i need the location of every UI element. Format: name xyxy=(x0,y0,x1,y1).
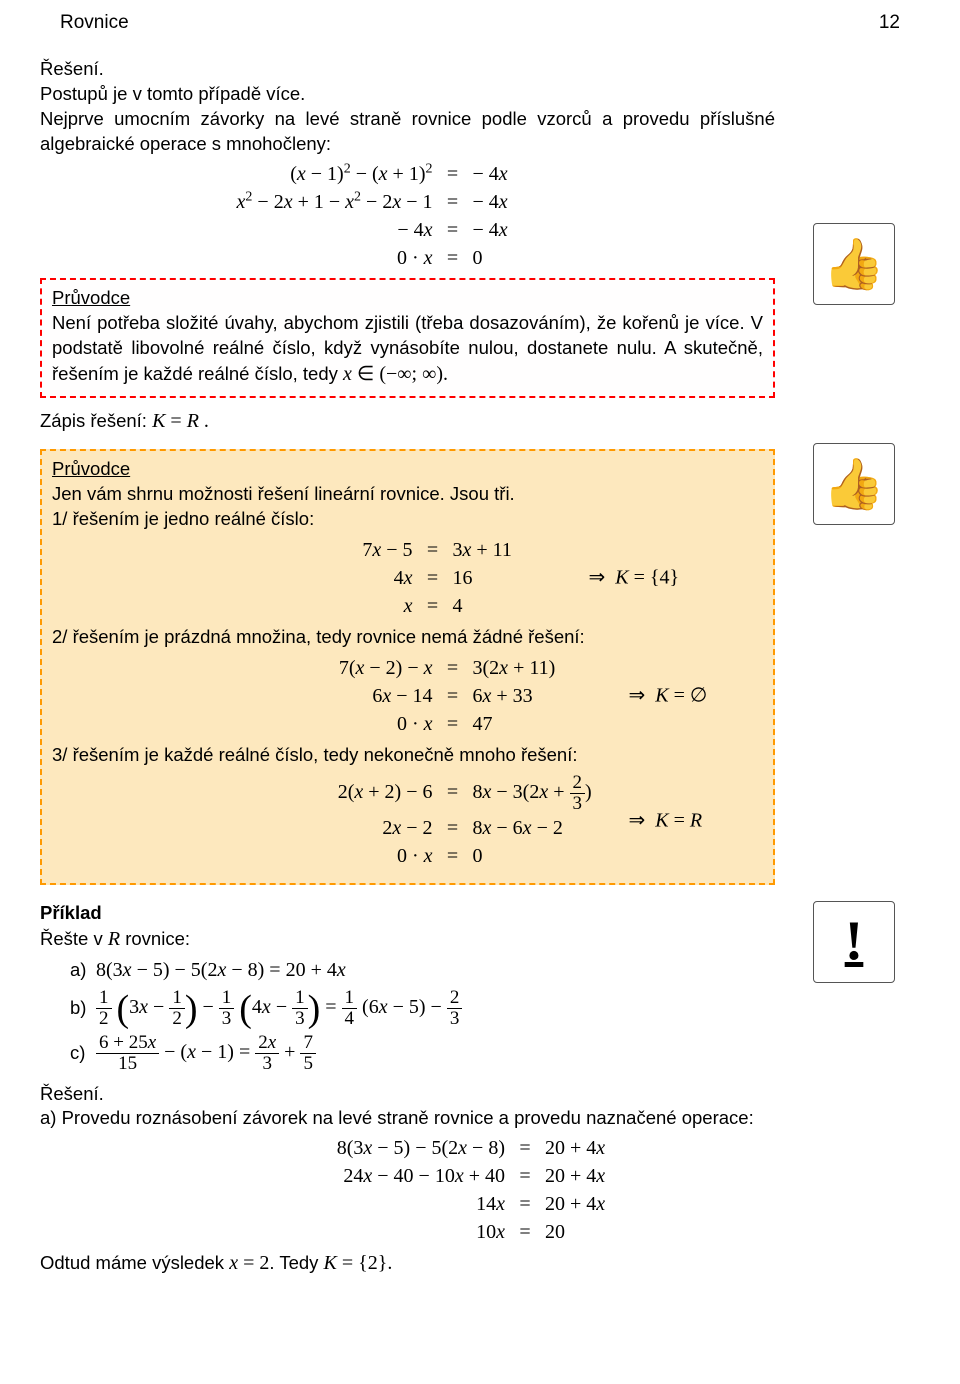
r2-eq-4l: 10x xyxy=(245,1219,513,1246)
s1-eq-2r: − 4x xyxy=(465,189,643,216)
g2e3-1l: 2(x + 2) − 6 xyxy=(203,779,441,806)
guide2-title: Průvodce xyxy=(52,458,130,479)
zapis-reseni: Zápis řešení: K = R . xyxy=(40,408,775,435)
header-page: 12 xyxy=(879,10,900,36)
priklad-a: a) 8(3x − 5) − 5(2x − 8) = 20 + 4x xyxy=(70,957,775,984)
s1-eq-3r: − 4x xyxy=(465,217,643,244)
r2-eq-3r: 20 + 4x xyxy=(537,1191,715,1218)
r2-eq-2r: 20 + 4x xyxy=(537,1163,715,1190)
guide2-case2: 2/ řešením je prázdná množina, tedy rovn… xyxy=(52,626,585,647)
exclamation-icon xyxy=(813,901,895,983)
s1-eq-4r: 0 xyxy=(465,245,643,272)
g2e3-2r: 8x − 6x − 2 xyxy=(465,815,613,842)
r2-eq-3l: 14x xyxy=(245,1191,513,1218)
g2e1-2r: 16 xyxy=(445,565,573,592)
guide2-intro: Jen vám shrnu možnosti řešení lineární r… xyxy=(52,483,515,504)
g2-impl1: ⇒ K = {4} xyxy=(589,565,680,592)
reseni2-p: a) Provedu roznásobení závorek na levé s… xyxy=(40,1107,754,1128)
guide1-title: Průvodce xyxy=(52,287,130,308)
s1-p2: Nejprve umocním závorky na levé straně r… xyxy=(40,108,775,154)
thumbs-up-icon xyxy=(813,443,895,525)
r2-eq-2l: 24x − 40 − 10x + 40 xyxy=(245,1163,513,1190)
r2-eq-1l: 8(3x − 5) − 5(2x − 8) xyxy=(245,1135,513,1162)
s1-eq-1l: (x − 1)2 − (x + 1)2 xyxy=(173,161,441,188)
g2e2-3l: 0 · x xyxy=(203,711,441,738)
g2-impl2: ⇒ K = ∅ xyxy=(629,683,708,710)
guide2-case3: 3/ řešením je každé reálné číslo, tedy n… xyxy=(52,744,578,765)
zapis-text: Zápis řešení: xyxy=(40,410,152,431)
s1-eq-2l: x2 − 2x + 1 − x2 − 2x − 1 xyxy=(173,189,441,216)
g2e3-3l: 0 · x xyxy=(203,843,441,870)
s1-equations: (x − 1)2 − (x + 1)2=− 4x x2 − 2x + 1 − x… xyxy=(40,161,775,272)
s1-eq-3l: − 4x xyxy=(173,217,441,244)
g2e2-3r: 47 xyxy=(465,711,613,738)
g2e2-1r: 3(2x + 11) xyxy=(465,655,613,682)
priklad-title: Příklad xyxy=(40,901,775,926)
s1-eq-4l: 0 · x xyxy=(173,245,441,272)
guide2-case1: 1/ řešením je jedno reálné číslo: xyxy=(52,508,314,529)
reseni2-title: Řešení. xyxy=(40,1083,104,1104)
g2-impl3: ⇒ K = R xyxy=(629,808,703,835)
g2e2-2r: 6x + 33 xyxy=(465,683,613,710)
g2e3-2l: 2x − 2 xyxy=(203,815,441,842)
header-title: Rovnice xyxy=(60,10,129,36)
g2e1-3r: 4 xyxy=(445,593,573,620)
g2e1-1r: 3x + 11 xyxy=(445,537,573,564)
priklad-lead: Řešte v R rovnice: xyxy=(40,926,775,953)
r2-eq-4r: 20 xyxy=(537,1219,715,1246)
g2e1-3l: x xyxy=(243,593,421,620)
guide1-tail-eq: x ∈ (−∞; ∞). xyxy=(343,363,448,385)
g2e3-1r: 8x − 3(2x + 23) xyxy=(465,773,613,814)
g2e1-2l: 4x xyxy=(243,565,421,592)
priklad-c: c) 6 + 25x15 − (x − 1) = 2x3 + 75 xyxy=(70,1033,775,1074)
g2e1-1l: 7x − 5 xyxy=(243,537,421,564)
guide-box-2: Průvodce Jen vám shrnu možnosti řešení l… xyxy=(40,449,775,885)
s1-eq-1r: − 4x xyxy=(465,161,643,188)
section-solution-1: Řešení. Postupů je v tomto případě více.… xyxy=(40,57,775,272)
r2-eq-1r: 20 + 4x xyxy=(537,1135,715,1162)
reseni2-tail: Odtud máme výsledek x = 2. Tedy K = {2}. xyxy=(40,1250,920,1277)
section-reseni-2: Řešení. a) Provedu roznásobení závorek n… xyxy=(40,1082,920,1278)
g2e2-2l: 6x − 14 xyxy=(203,683,441,710)
thumbs-up-icon xyxy=(813,223,895,305)
g2e2-1l: 7(x − 2) − x xyxy=(203,655,441,682)
priklad-b: b) 12 (3x − 12) − 13 (4x − 13) = 14 (6x … xyxy=(70,988,775,1029)
heading-reseni: Řešení. xyxy=(40,58,104,79)
guide-box-1: Průvodce Není potřeba složité úvahy, aby… xyxy=(40,278,775,398)
zapis-eq: K = R . xyxy=(152,410,209,432)
g2e3-3r: 0 xyxy=(465,843,613,870)
header: Rovnice 12 xyxy=(40,10,920,43)
s1-p1: Postupů je v tomto případě více. xyxy=(40,83,305,104)
